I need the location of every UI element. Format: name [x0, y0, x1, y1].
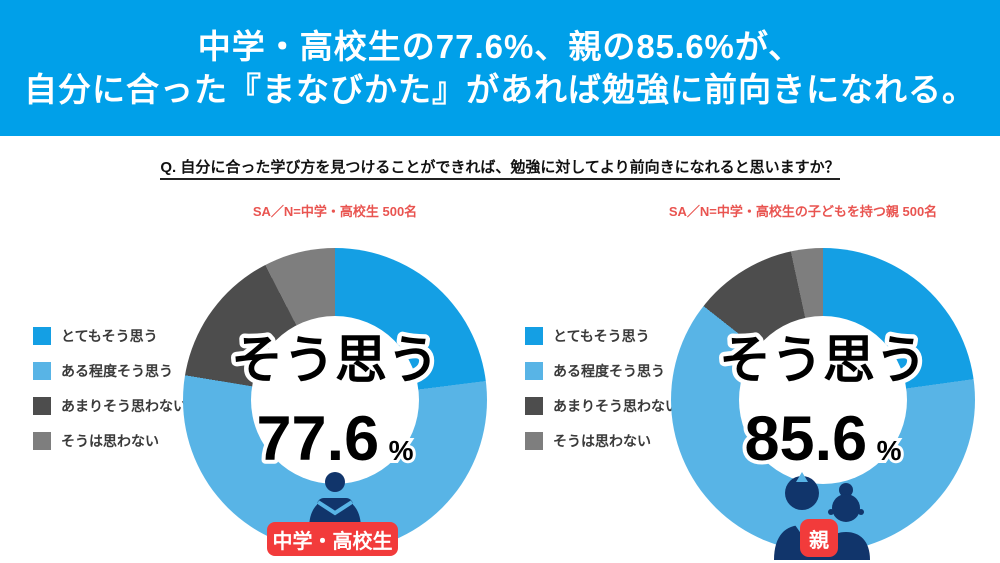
legend-item: ある程度そう思う — [525, 362, 679, 380]
legend-swatch-not-really — [525, 397, 543, 415]
legend-swatch-not-at-all — [525, 432, 543, 450]
legend-label: あまりそう思わない — [61, 398, 187, 414]
legend-swatch-very-agree — [525, 327, 543, 345]
center-label: そう思う — [231, 332, 439, 390]
legend-item: とてもそう思う — [525, 327, 679, 345]
legend-label: そうは思わない — [553, 433, 651, 449]
sample-label-students: SA／N=中学・高校生 500名 — [252, 204, 418, 219]
legend-label: あまりそう思わない — [553, 398, 679, 414]
survey-question: Q. 自分に合った学び方を見つけることができれば、勉強に対してより前向きになれる… — [0, 156, 1000, 180]
legend-item: そうは思わない — [525, 432, 679, 450]
donut-center-text: そう思う 77.6 % — [226, 328, 443, 479]
legend-label: とてもそう思う — [61, 328, 158, 344]
legend-swatch-very-agree — [33, 327, 51, 345]
legend-label: ある程度そう思う — [553, 363, 665, 379]
center-value: 77.6 % — [257, 404, 414, 474]
legend-swatch-somewhat-agree — [525, 362, 543, 380]
legend-label: ある程度そう思う — [61, 363, 173, 379]
legend-item: あまりそう思わない — [525, 397, 679, 415]
legend-parents: とてもそう思う ある程度そう思う あまりそう思わない そうは思わない — [525, 327, 679, 450]
legend-swatch-not-really — [33, 397, 51, 415]
legend-item: ある程度そう思う — [33, 362, 187, 380]
legend-students: とてもそう思う ある程度そう思う あまりそう思わない そうは思わない — [33, 327, 187, 450]
headline-line-1: 中学・高校生の77.6%、親の85.6%が、 — [197, 28, 803, 65]
survey-question-text: Q. 自分に合った学び方を見つけることができれば、勉強に対してより前向きになれる… — [160, 159, 840, 180]
legend-item: とてもそう思う — [33, 327, 187, 345]
sample-label-parents: SA／N=中学・高校生の子どもを持つ親 500名 — [668, 204, 938, 219]
donut-chart-students: そう思う 77.6 % — [183, 248, 487, 552]
legend-swatch-not-at-all — [33, 432, 51, 450]
student-icon — [302, 471, 368, 534]
headline-line-2: 自分に合った『まなびかた』があれば勉強に前向きになれる。 — [24, 71, 976, 108]
group-badge-parents: 親 — [800, 519, 838, 557]
legend-item: あまりそう思わない — [33, 397, 187, 415]
donut-hole — [739, 316, 907, 484]
donut-center-text: そう思う 85.6 % — [714, 328, 931, 479]
legend-label: そうは思わない — [61, 433, 159, 449]
header-banner: 中学・高校生の77.6%、親の85.6%が、 自分に合った『まなびかた』があれば… — [0, 0, 1000, 136]
donut-chart-parents: そう思う 85.6 % — [671, 248, 975, 552]
legend-label: とてもそう思う — [553, 328, 650, 344]
legend-swatch-somewhat-agree — [33, 362, 51, 380]
legend-item: そうは思わない — [33, 432, 187, 450]
center-label: そう思う — [719, 332, 927, 390]
center-value: 85.6 % — [745, 404, 902, 474]
donut-hole — [251, 316, 419, 484]
group-badge-students: 中学・高校生 — [267, 522, 398, 556]
